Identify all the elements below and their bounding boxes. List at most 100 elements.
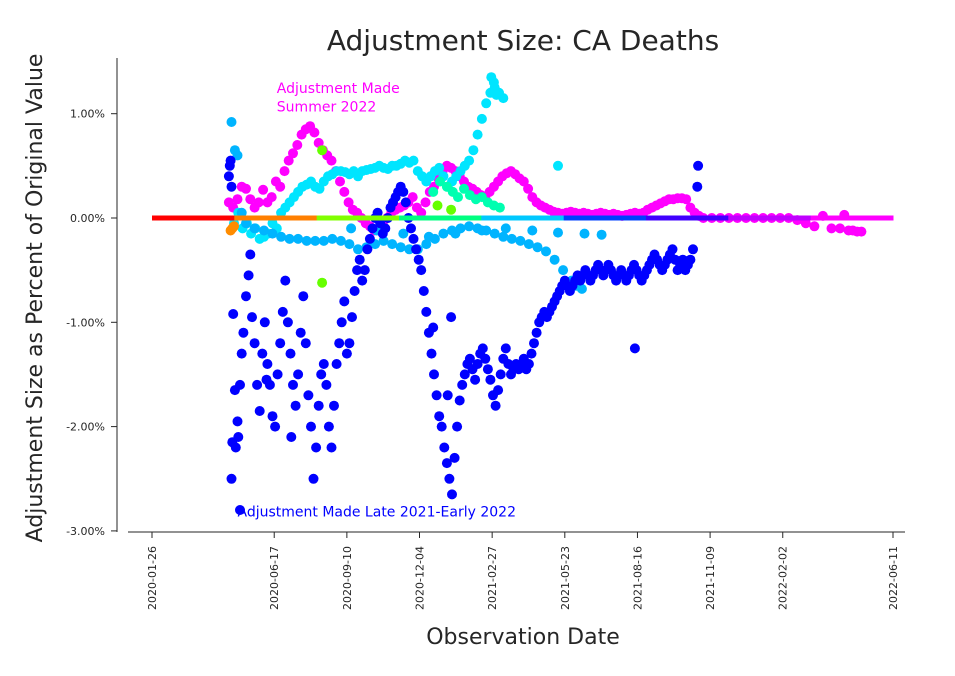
data-point xyxy=(254,406,265,416)
x-tick-label: 2021-02-27 xyxy=(486,546,499,610)
baseline-segment xyxy=(481,215,565,221)
data-point xyxy=(431,390,442,401)
data-point xyxy=(523,359,534,369)
data-point xyxy=(395,242,406,253)
y-tick-label: 0.00% xyxy=(70,212,105,225)
chart-title: Adjustment Size: CA Deaths xyxy=(327,24,719,57)
data-point xyxy=(482,364,493,375)
data-point xyxy=(579,228,590,239)
data-point xyxy=(286,432,297,442)
data-point xyxy=(421,306,432,317)
data-point xyxy=(416,265,427,276)
data-point xyxy=(295,327,306,338)
data-point xyxy=(318,359,329,369)
data-point xyxy=(493,385,504,396)
data-point xyxy=(326,442,337,453)
data-point xyxy=(515,235,526,246)
data-point xyxy=(310,235,321,246)
y-tick-label: -3.00% xyxy=(66,525,105,538)
data-point xyxy=(372,207,383,218)
data-point xyxy=(285,348,296,359)
data-point xyxy=(228,309,239,319)
baseline-segment xyxy=(399,215,482,221)
data-point xyxy=(343,197,354,208)
data-point xyxy=(407,192,418,203)
data-point xyxy=(500,223,511,234)
data-point xyxy=(441,458,452,469)
data-point xyxy=(331,359,342,369)
data-point xyxy=(446,204,457,215)
data-point xyxy=(344,239,355,250)
y-tick-label: 1.00% xyxy=(70,108,105,121)
baseline-segment xyxy=(152,215,235,221)
data-point xyxy=(293,233,304,244)
data-point xyxy=(439,442,450,453)
data-point xyxy=(558,265,569,276)
data-point xyxy=(321,379,332,390)
data-point xyxy=(232,194,243,205)
data-point xyxy=(258,184,269,195)
data-point xyxy=(418,286,429,296)
data-point xyxy=(279,166,290,177)
data-point xyxy=(459,183,469,194)
data-point xyxy=(506,233,517,244)
data-point xyxy=(453,192,463,203)
data-point xyxy=(303,390,314,401)
data-point xyxy=(529,338,539,349)
data-point xyxy=(272,369,283,380)
data-point xyxy=(446,312,457,323)
data-point xyxy=(354,254,365,265)
data-point xyxy=(329,400,339,411)
data-point xyxy=(523,183,534,194)
data-point xyxy=(318,235,329,246)
data-point xyxy=(243,270,254,281)
data-point xyxy=(245,249,256,260)
data-point xyxy=(241,218,251,229)
data-point xyxy=(476,225,487,236)
data-point xyxy=(232,416,243,427)
data-point xyxy=(526,348,537,359)
data-point xyxy=(249,338,260,349)
data-point xyxy=(314,183,325,194)
data-point xyxy=(667,244,678,255)
data-point xyxy=(347,312,357,323)
baseline-segment xyxy=(563,215,647,221)
data-point xyxy=(468,145,479,156)
data-point xyxy=(432,200,443,211)
data-point xyxy=(230,442,241,453)
x-tick-label: 2022-06-11 xyxy=(887,546,900,610)
data-point xyxy=(835,223,845,234)
data-point xyxy=(229,221,239,232)
data-point xyxy=(259,225,269,236)
data-point xyxy=(335,176,345,187)
data-point xyxy=(253,197,264,208)
data-point xyxy=(245,194,256,205)
data-point xyxy=(349,286,360,296)
data-point xyxy=(275,338,286,349)
data-point xyxy=(275,181,286,192)
x-tick-label: 2020-06-17 xyxy=(268,546,281,610)
data-point xyxy=(313,400,324,411)
data-point xyxy=(282,317,293,328)
data-point xyxy=(477,343,488,354)
data-point xyxy=(408,233,419,244)
data-point xyxy=(284,233,295,244)
data-point xyxy=(241,291,251,302)
data-point xyxy=(344,338,355,349)
data-point xyxy=(270,421,281,432)
y-tick-label: -2.00% xyxy=(66,421,105,434)
data-point xyxy=(553,227,563,238)
data-point xyxy=(317,145,328,156)
data-point xyxy=(408,155,419,166)
data-point xyxy=(435,176,445,187)
data-point xyxy=(266,192,277,203)
data-point xyxy=(518,176,529,187)
data-point xyxy=(327,233,338,244)
data-point xyxy=(298,291,309,302)
data-point xyxy=(378,235,389,246)
data-point xyxy=(308,473,319,484)
x-tick-label: 2021-11-09 xyxy=(704,546,717,610)
data-point xyxy=(447,489,457,500)
data-point xyxy=(380,223,391,234)
data-point xyxy=(452,421,463,432)
